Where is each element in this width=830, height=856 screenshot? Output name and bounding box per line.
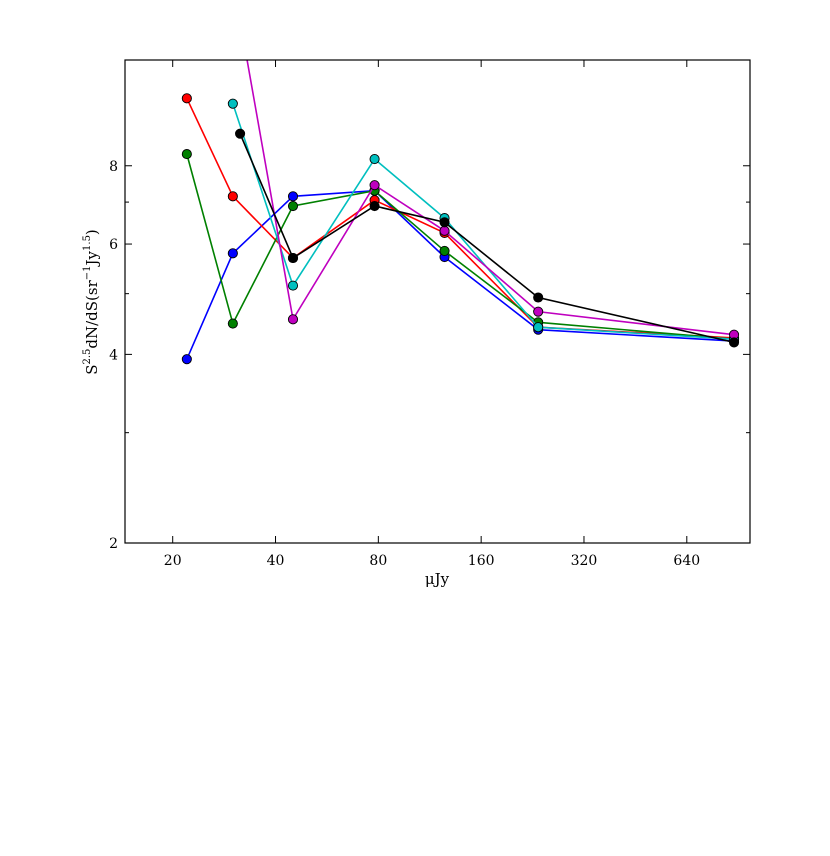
y-tick-label: 4 <box>109 347 118 363</box>
data-point <box>181 93 192 104</box>
data-point <box>369 180 380 191</box>
x-tick-label: 160 <box>468 553 495 569</box>
x-tick-label: 20 <box>164 553 182 569</box>
data-point <box>287 314 299 325</box>
data-point <box>227 248 238 259</box>
y-tick-label: 6 <box>109 237 118 253</box>
data-point <box>533 322 544 333</box>
svg-text:S2.5dN/dS(sr−1Jy1.5): S2.5dN/dS(sr−1Jy1.5) <box>82 229 101 375</box>
plot-frame <box>124 59 751 544</box>
axes-layer: 20 40 80 160 320 640 2 4 6 8 <box>109 60 750 569</box>
data-point <box>227 318 238 329</box>
data-point <box>439 217 450 228</box>
y-tick-label: 2 <box>109 536 118 552</box>
data-point <box>369 153 380 165</box>
x-tick-label: 40 <box>267 553 285 569</box>
y-axis-label: S2.5dN/dS(sr−1Jy1.5) <box>82 229 101 375</box>
data-point <box>235 128 246 139</box>
series-line <box>246 60 735 336</box>
data-point <box>439 245 450 256</box>
data-point <box>287 191 299 202</box>
data-point <box>439 225 450 236</box>
data-point <box>287 200 299 212</box>
data-point <box>533 306 544 317</box>
x-axis-label: μJy <box>425 570 450 588</box>
series-layer <box>181 29 740 365</box>
y-tick-label: 8 <box>109 159 118 175</box>
series-4 <box>238 29 740 340</box>
x-tick-label: 320 <box>571 553 598 569</box>
data-point <box>227 98 238 109</box>
series-line <box>239 133 735 344</box>
plot-area <box>125 60 750 543</box>
data-point <box>227 191 238 202</box>
data-point <box>287 252 299 264</box>
data-point <box>728 337 740 348</box>
data-point <box>181 354 192 365</box>
data-point <box>533 292 544 303</box>
data-point <box>287 280 299 291</box>
x-tick-label: 80 <box>369 553 387 569</box>
series-5 <box>235 128 740 348</box>
data-point <box>369 200 380 212</box>
series-line <box>232 103 735 340</box>
data-point <box>238 29 247 38</box>
data-point <box>181 149 192 160</box>
x-tick-label: 640 <box>673 553 700 569</box>
